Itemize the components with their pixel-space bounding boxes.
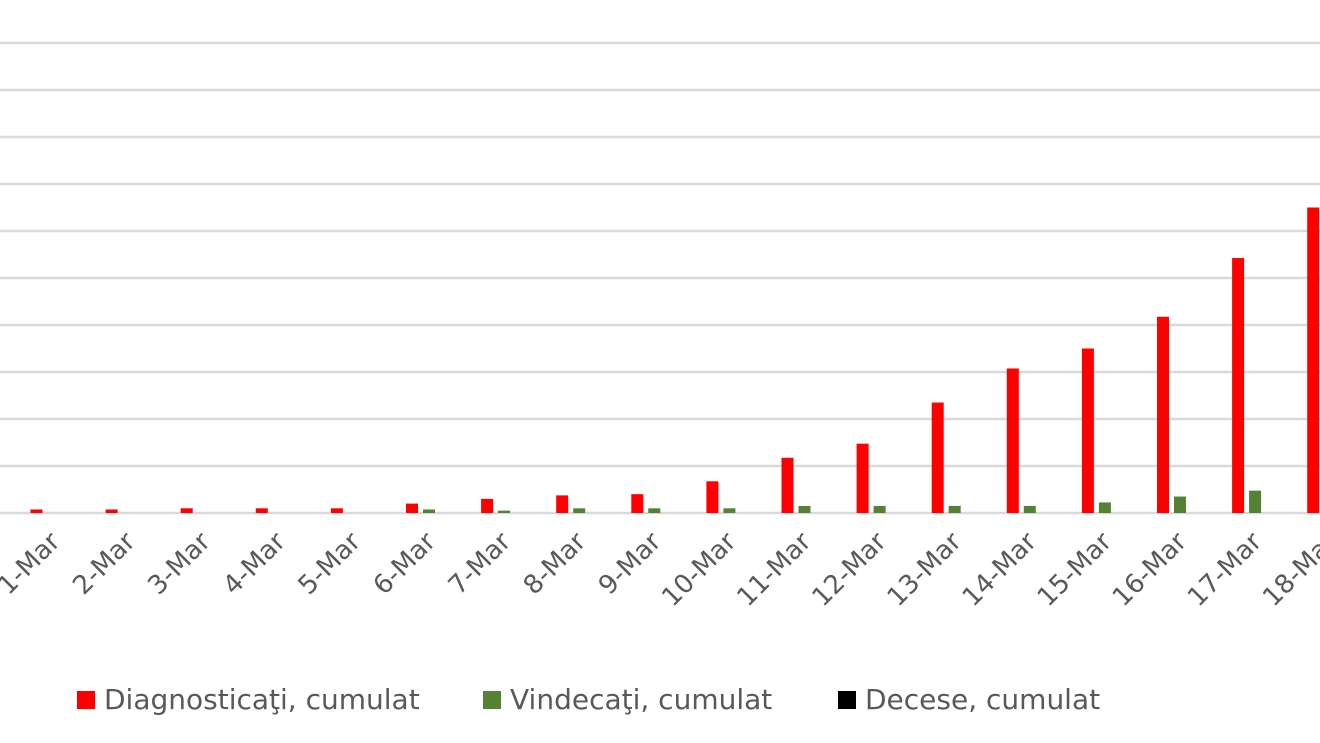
- bar: [498, 510, 511, 513]
- bar: [1023, 505, 1036, 513]
- bar: [648, 508, 661, 513]
- x-tick-label: 15-Mar: [1032, 527, 1118, 613]
- bar: [1307, 207, 1320, 513]
- bar: [856, 443, 869, 513]
- bar: [931, 402, 944, 513]
- bar: [873, 505, 886, 513]
- x-tick-label: 17-Mar: [1182, 527, 1268, 613]
- x-tick-label: 1-Mar: [0, 527, 67, 601]
- x-tick-label: 8-Mar: [518, 527, 592, 601]
- x-tick-label: 18-Mar: [1257, 527, 1320, 613]
- bar: [798, 505, 811, 513]
- x-tick-label: 6-Mar: [368, 527, 442, 601]
- bar: [330, 508, 343, 513]
- x-tick-label: 2-Mar: [67, 527, 141, 601]
- x-tick-label: 11-Mar: [732, 527, 818, 613]
- bar: [948, 505, 961, 513]
- x-tick-label: 7-Mar: [443, 527, 517, 601]
- x-tick-label: 9-Mar: [593, 527, 667, 601]
- x-tick-label: 5-Mar: [293, 527, 367, 601]
- x-tick-label: 3-Mar: [142, 527, 216, 601]
- bar: [573, 508, 586, 513]
- x-tick-label: 14-Mar: [957, 527, 1043, 613]
- legend-label: Decese, cumulat: [865, 683, 1100, 716]
- bar: [1006, 368, 1019, 513]
- legend-swatch: [838, 691, 856, 709]
- bar: [1157, 316, 1169, 513]
- x-tick-label: 13-Mar: [882, 527, 968, 613]
- bar: [556, 495, 569, 513]
- x-tick-label: 10-Mar: [656, 527, 742, 613]
- x-tick-label: 12-Mar: [807, 527, 893, 613]
- bar: [1174, 496, 1186, 513]
- bar: [105, 509, 118, 513]
- x-tick-label: 16-Mar: [1107, 527, 1193, 613]
- bar: [631, 494, 644, 513]
- bar: [423, 509, 435, 513]
- bar: [180, 508, 193, 513]
- bar: [1081, 348, 1094, 513]
- x-tick-label: 4-Mar: [218, 527, 292, 601]
- bar: [706, 481, 719, 513]
- bar: [1098, 502, 1111, 513]
- bar: [30, 509, 43, 513]
- bar: [723, 508, 736, 513]
- bar: [481, 498, 494, 513]
- bar: [781, 457, 794, 513]
- bar: [1249, 490, 1262, 513]
- bar: [255, 508, 268, 513]
- bar: [406, 503, 418, 513]
- legend-label: Vindecaţi, cumulat: [510, 683, 772, 716]
- legend-swatch: [77, 691, 95, 709]
- legend-swatch: [483, 691, 501, 709]
- legend-label: Diagnosticaţi, cumulat: [104, 683, 420, 716]
- bar: [1232, 258, 1245, 513]
